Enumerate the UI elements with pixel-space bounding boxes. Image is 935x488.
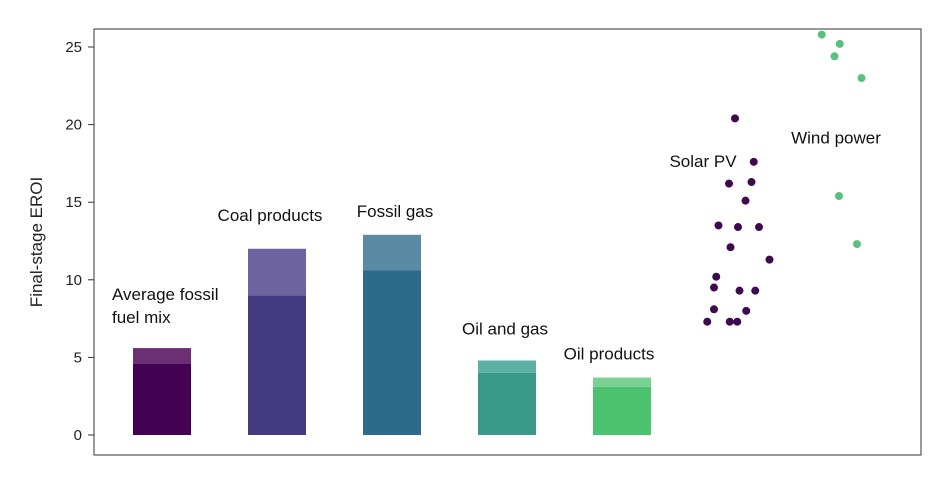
bar-fossil-gas-lower [363, 270, 421, 435]
solar-pv-point-16 [703, 317, 712, 326]
wind-power-point-5 [853, 240, 861, 249]
y-tick-label-10: 10 [65, 272, 82, 289]
solar-pv-point-4 [741, 196, 750, 205]
y-axis: 0 5 10 15 20 25 [65, 39, 94, 444]
scatter-group [703, 30, 866, 326]
wind-power-point-3 [857, 74, 866, 83]
solar-pv-point-6 [734, 223, 742, 232]
bar-coal-products-upper [248, 248, 306, 296]
y-tick-label-20: 20 [65, 117, 82, 134]
wind-power-point-2 [830, 52, 839, 61]
wind-power-point-4 [835, 191, 843, 200]
solar-pv-point-11 [710, 283, 718, 292]
y-axis-title: Final-stage EROI [27, 177, 46, 307]
label-solar-pv: Solar PV [669, 152, 737, 171]
solar-pv-point-9 [765, 255, 774, 264]
solar-pv-point-1 [749, 157, 758, 166]
label-wind-power: Wind power [791, 129, 881, 148]
solar-pv-point-15 [742, 306, 751, 315]
y-tick-label-25: 25 [65, 39, 82, 56]
solar-pv-point-14 [710, 305, 718, 314]
y-tick-label-5: 5 [74, 349, 82, 366]
bar-oil-and-gas-upper [478, 360, 536, 373]
y-tick-label-0: 0 [74, 427, 82, 444]
label-average-fossil-fuel-mix: Average fossil fuel mix [112, 285, 218, 327]
label-fossil-gas: Fossil gas [357, 202, 434, 221]
label-oil-and-gas: Oil and gas [462, 320, 548, 339]
label-oil-products: Oil products [564, 345, 655, 364]
solar-pv-point-2 [725, 179, 733, 188]
bar-average-fossil-fuel-mix-lower [133, 363, 191, 435]
solar-pv-point-5 [714, 221, 723, 230]
y-tick-label-15: 15 [65, 194, 82, 211]
plot-frame [93, 28, 922, 456]
label-coal-products: Coal products [218, 206, 323, 225]
bar-fossil-gas-upper [363, 234, 421, 271]
wind-power-point-1 [835, 39, 844, 48]
solar-pv-point-10 [712, 272, 721, 281]
solar-pv-point-17 [725, 317, 734, 326]
bar-oil-and-gas-lower [478, 372, 536, 435]
bar-oil-products-lower [593, 386, 651, 435]
wind-power-point-0 [817, 30, 826, 39]
solar-pv-point-18 [733, 317, 742, 326]
bar-oil-products-upper [593, 377, 651, 387]
bar-group [133, 234, 651, 435]
solar-pv-point-12 [735, 286, 744, 295]
solar-pv-point-7 [755, 223, 763, 232]
bar-coal-products-lower [248, 295, 306, 435]
solar-pv-point-0 [731, 114, 739, 123]
bar-average-fossil-fuel-mix-upper [133, 348, 191, 364]
solar-pv-point-8 [726, 243, 735, 252]
category-labels: Average fossil fuel mix Coal products Fossi… [112, 129, 881, 364]
solar-pv-point-3 [747, 178, 756, 187]
solar-pv-point-13 [751, 286, 760, 295]
